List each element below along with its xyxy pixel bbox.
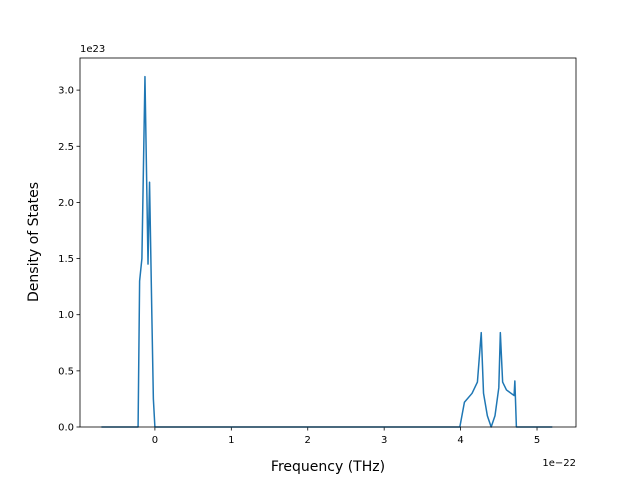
y-tick-label: 1.0 xyxy=(58,310,74,321)
y-tick-label: 1.5 xyxy=(58,254,74,265)
y-tick-label: 2.0 xyxy=(58,198,74,209)
line xyxy=(101,75,553,428)
y-tick-label: 0.0 xyxy=(58,423,74,434)
x-tick-label: 0 xyxy=(152,435,158,446)
x-offset-label: 1e−22 xyxy=(542,458,576,469)
x-tick-label: 3 xyxy=(381,435,387,446)
x-tick-label: 4 xyxy=(457,435,463,446)
axes-frame xyxy=(79,57,577,428)
x-tick-label: 1 xyxy=(228,435,234,446)
x-tick-label: 2 xyxy=(305,435,311,446)
y-tick-label: 2.5 xyxy=(58,142,74,153)
y-tick-label: 0.5 xyxy=(58,366,74,377)
y-axis-label: Density of States xyxy=(26,182,42,302)
x-axis-label: Frequency (THz) xyxy=(271,459,385,475)
y-tick-label: 3.0 xyxy=(58,86,74,97)
y-offset-label: 1e23 xyxy=(80,44,105,55)
x-tick-label: 5 xyxy=(534,435,540,446)
